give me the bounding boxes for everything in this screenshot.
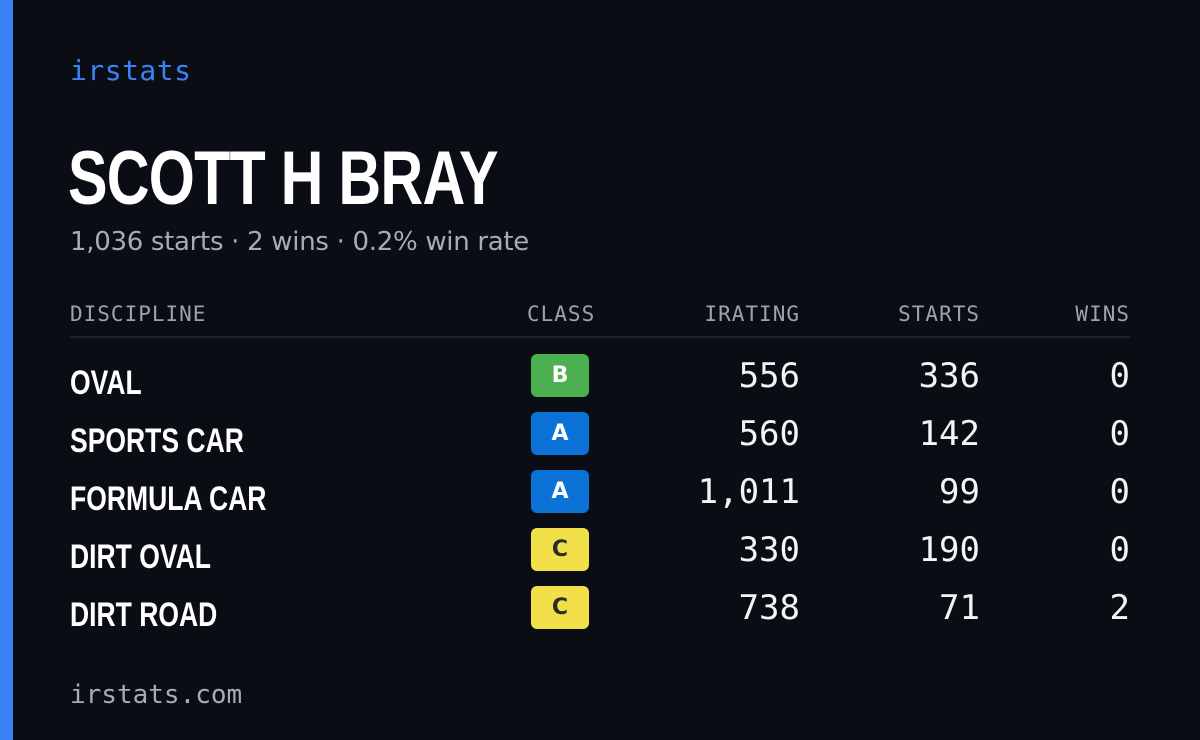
starts-value: 190 [918, 530, 980, 570]
table-row: SPORTS CAR A 560 142 0 [0, 412, 1200, 470]
starts-value: 71 [939, 588, 980, 628]
brand-logo: irstats [70, 54, 192, 87]
class-badge: A [531, 470, 589, 513]
header-class: CLASS [527, 302, 596, 326]
table-row: FORMULA CAR A 1,011 99 0 [0, 470, 1200, 528]
driver-name: SCOTT H BRAY [68, 136, 499, 221]
footer-url: irstats.com [70, 680, 243, 710]
irating-value: 556 [738, 356, 800, 396]
header-divider [70, 336, 1130, 338]
wins-value: 0 [1109, 414, 1130, 454]
class-badge: C [531, 586, 589, 629]
discipline-name: DIRT ROAD [70, 596, 218, 634]
wins-value: 0 [1109, 356, 1130, 396]
irating-value: 738 [738, 588, 800, 628]
irating-value: 1,011 [697, 472, 800, 512]
discipline-name: FORMULA CAR [70, 480, 267, 518]
header-wins: WINS [1075, 302, 1130, 326]
table-row: DIRT ROAD C 738 71 2 [0, 586, 1200, 644]
discipline-name: SPORTS CAR [70, 422, 244, 460]
class-badge: B [531, 354, 589, 397]
header-discipline: DISCIPLINE [70, 302, 207, 326]
wins-value: 0 [1109, 472, 1130, 512]
header-starts: STARTS [898, 302, 980, 326]
irating-value: 560 [738, 414, 800, 454]
accent-bar [0, 0, 13, 740]
table-row: DIRT OVAL C 330 190 0 [0, 528, 1200, 586]
table-row: OVAL B 556 336 0 [0, 354, 1200, 412]
starts-value: 336 [918, 356, 980, 396]
driver-summary: 1,036 starts · 2 wins · 0.2% win rate [70, 227, 529, 257]
discipline-name: OVAL [70, 364, 142, 402]
starts-value: 99 [939, 472, 980, 512]
wins-value: 2 [1109, 588, 1130, 628]
irating-value: 330 [738, 530, 800, 570]
class-badge: A [531, 412, 589, 455]
class-badge: C [531, 528, 589, 571]
header-irating: IRATING [704, 302, 800, 326]
wins-value: 0 [1109, 530, 1130, 570]
starts-value: 142 [918, 414, 980, 454]
discipline-name: DIRT OVAL [70, 538, 211, 576]
